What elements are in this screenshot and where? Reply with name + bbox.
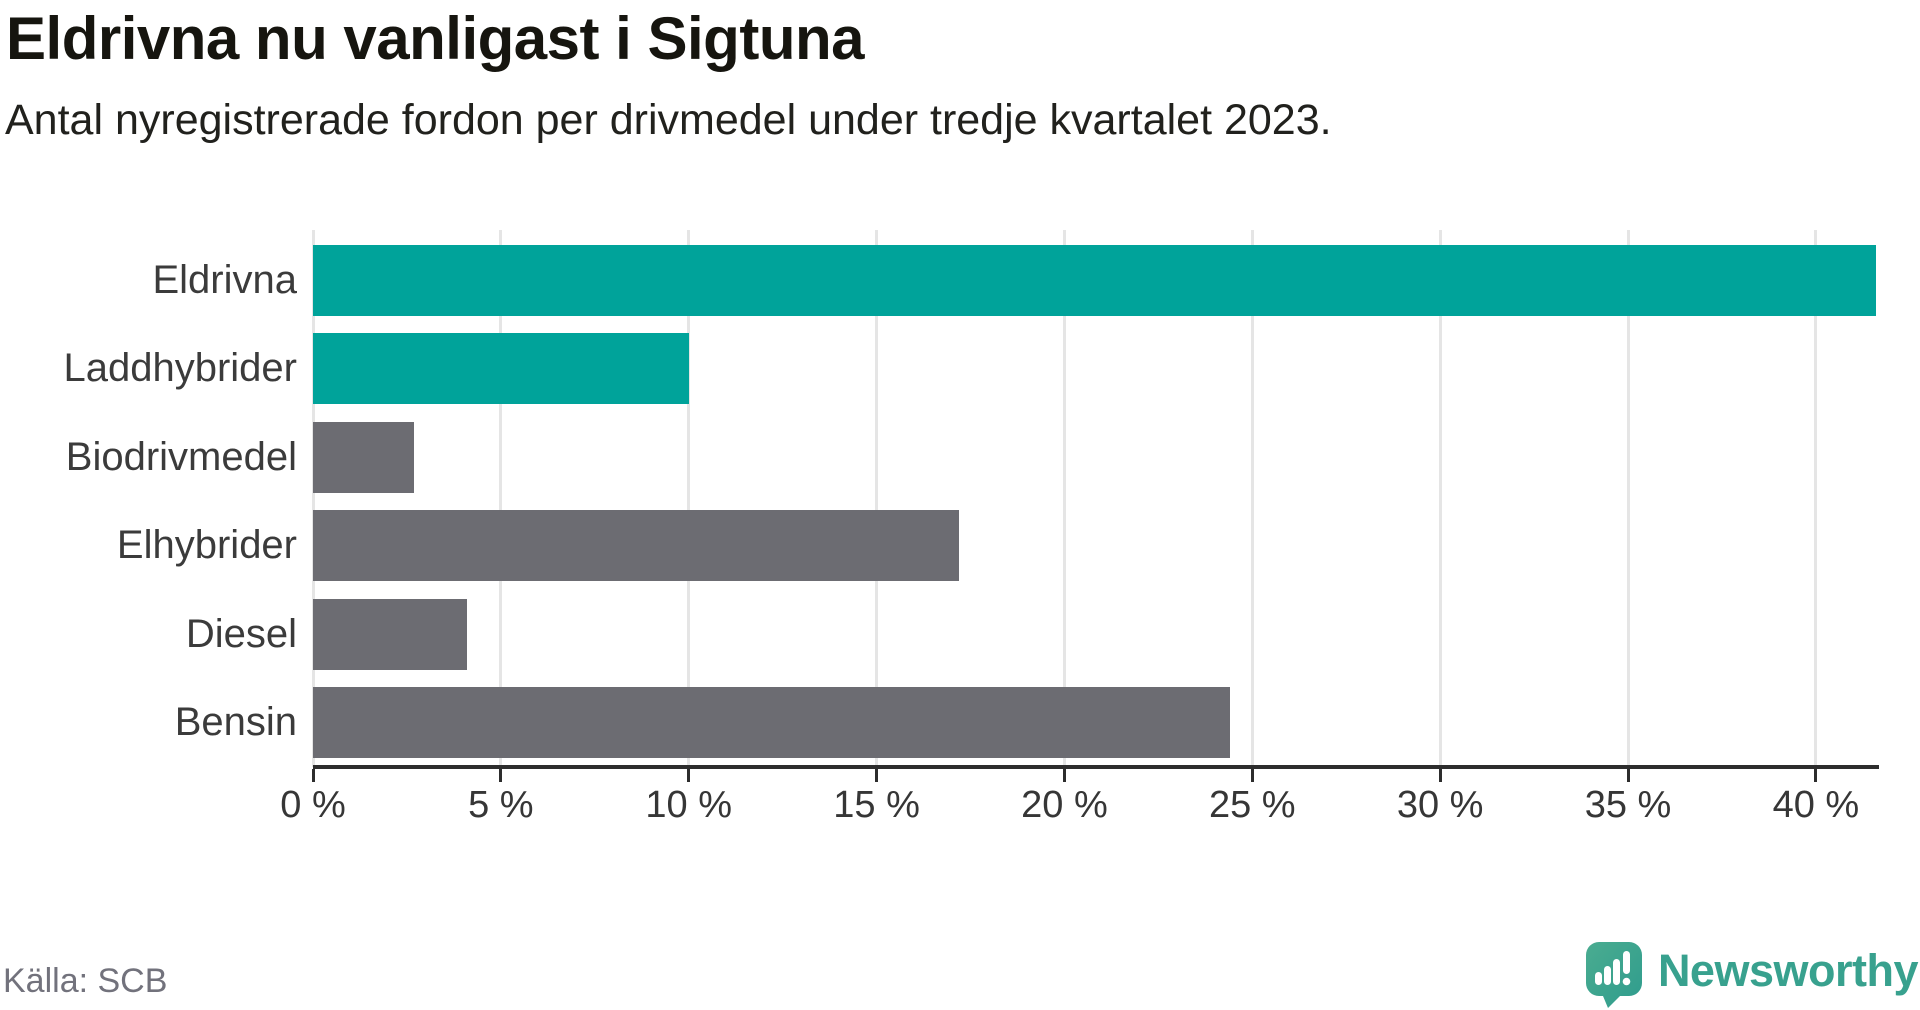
brand-name: Newsworthy xyxy=(1657,945,1919,996)
x-axis-line xyxy=(313,765,1879,769)
gridline xyxy=(1062,230,1066,767)
tick-mark xyxy=(1438,769,1442,782)
tick-label: 40 % xyxy=(1772,784,1860,826)
tick-mark xyxy=(1626,769,1630,782)
newsworthy-speech-bubble-chart-icon xyxy=(1585,942,1642,1008)
category-label: Biodrivmedel xyxy=(65,434,297,479)
gridline xyxy=(687,230,691,767)
gridline xyxy=(311,230,315,767)
bar-elhybrider xyxy=(313,510,960,582)
category-label: Bensin xyxy=(174,700,297,745)
tick-mark xyxy=(1062,769,1066,782)
gridline xyxy=(1626,230,1630,767)
tick-label: 35 % xyxy=(1584,784,1672,826)
gridline xyxy=(1250,230,1254,767)
category-label: Eldrivna xyxy=(152,257,297,302)
tick-label: 10 % xyxy=(645,784,733,826)
category-label: Diesel xyxy=(185,611,297,656)
bar-chart-plot xyxy=(313,236,1876,767)
chart-title: Eldrivna nu vanligast i Sigtuna xyxy=(6,5,865,72)
gridline xyxy=(1438,230,1442,767)
tick-mark xyxy=(499,769,503,782)
tick-label: 30 % xyxy=(1396,784,1484,826)
tick-label: 15 % xyxy=(833,784,920,826)
category-labels: Eldrivna Laddhybrider Biodrivmedel Elhybrid… xyxy=(0,236,298,767)
source-note: Källa: SCB xyxy=(3,962,168,1000)
bar-bensin xyxy=(313,687,1230,759)
gridline xyxy=(499,230,503,767)
newsworthy-logo: Newsworthy xyxy=(1585,942,1919,1008)
bar-diesel xyxy=(313,598,468,670)
tick-label: 25 % xyxy=(1208,784,1296,826)
tick-mark xyxy=(875,769,879,782)
tick-mark xyxy=(1814,769,1818,782)
tick-label: 0 % xyxy=(280,784,346,826)
tick-label: 20 % xyxy=(1021,784,1108,826)
chart-gridlines xyxy=(311,230,1876,767)
tick-mark xyxy=(687,769,691,782)
tick-mark xyxy=(1250,769,1254,782)
gridline xyxy=(875,230,879,767)
bar-eldrivna xyxy=(313,244,1876,316)
bar-biodrivmedel xyxy=(313,421,415,493)
bar-laddhybrider xyxy=(313,333,689,405)
category-label: Elhybrider xyxy=(116,523,297,568)
chart-subtitle: Antal nyregistrerade fordon per drivmede… xyxy=(5,96,1332,144)
tick-mark xyxy=(311,769,315,782)
category-label: Laddhybrider xyxy=(63,346,298,391)
tick-label: 5 % xyxy=(468,784,534,826)
gridline xyxy=(1814,230,1818,767)
